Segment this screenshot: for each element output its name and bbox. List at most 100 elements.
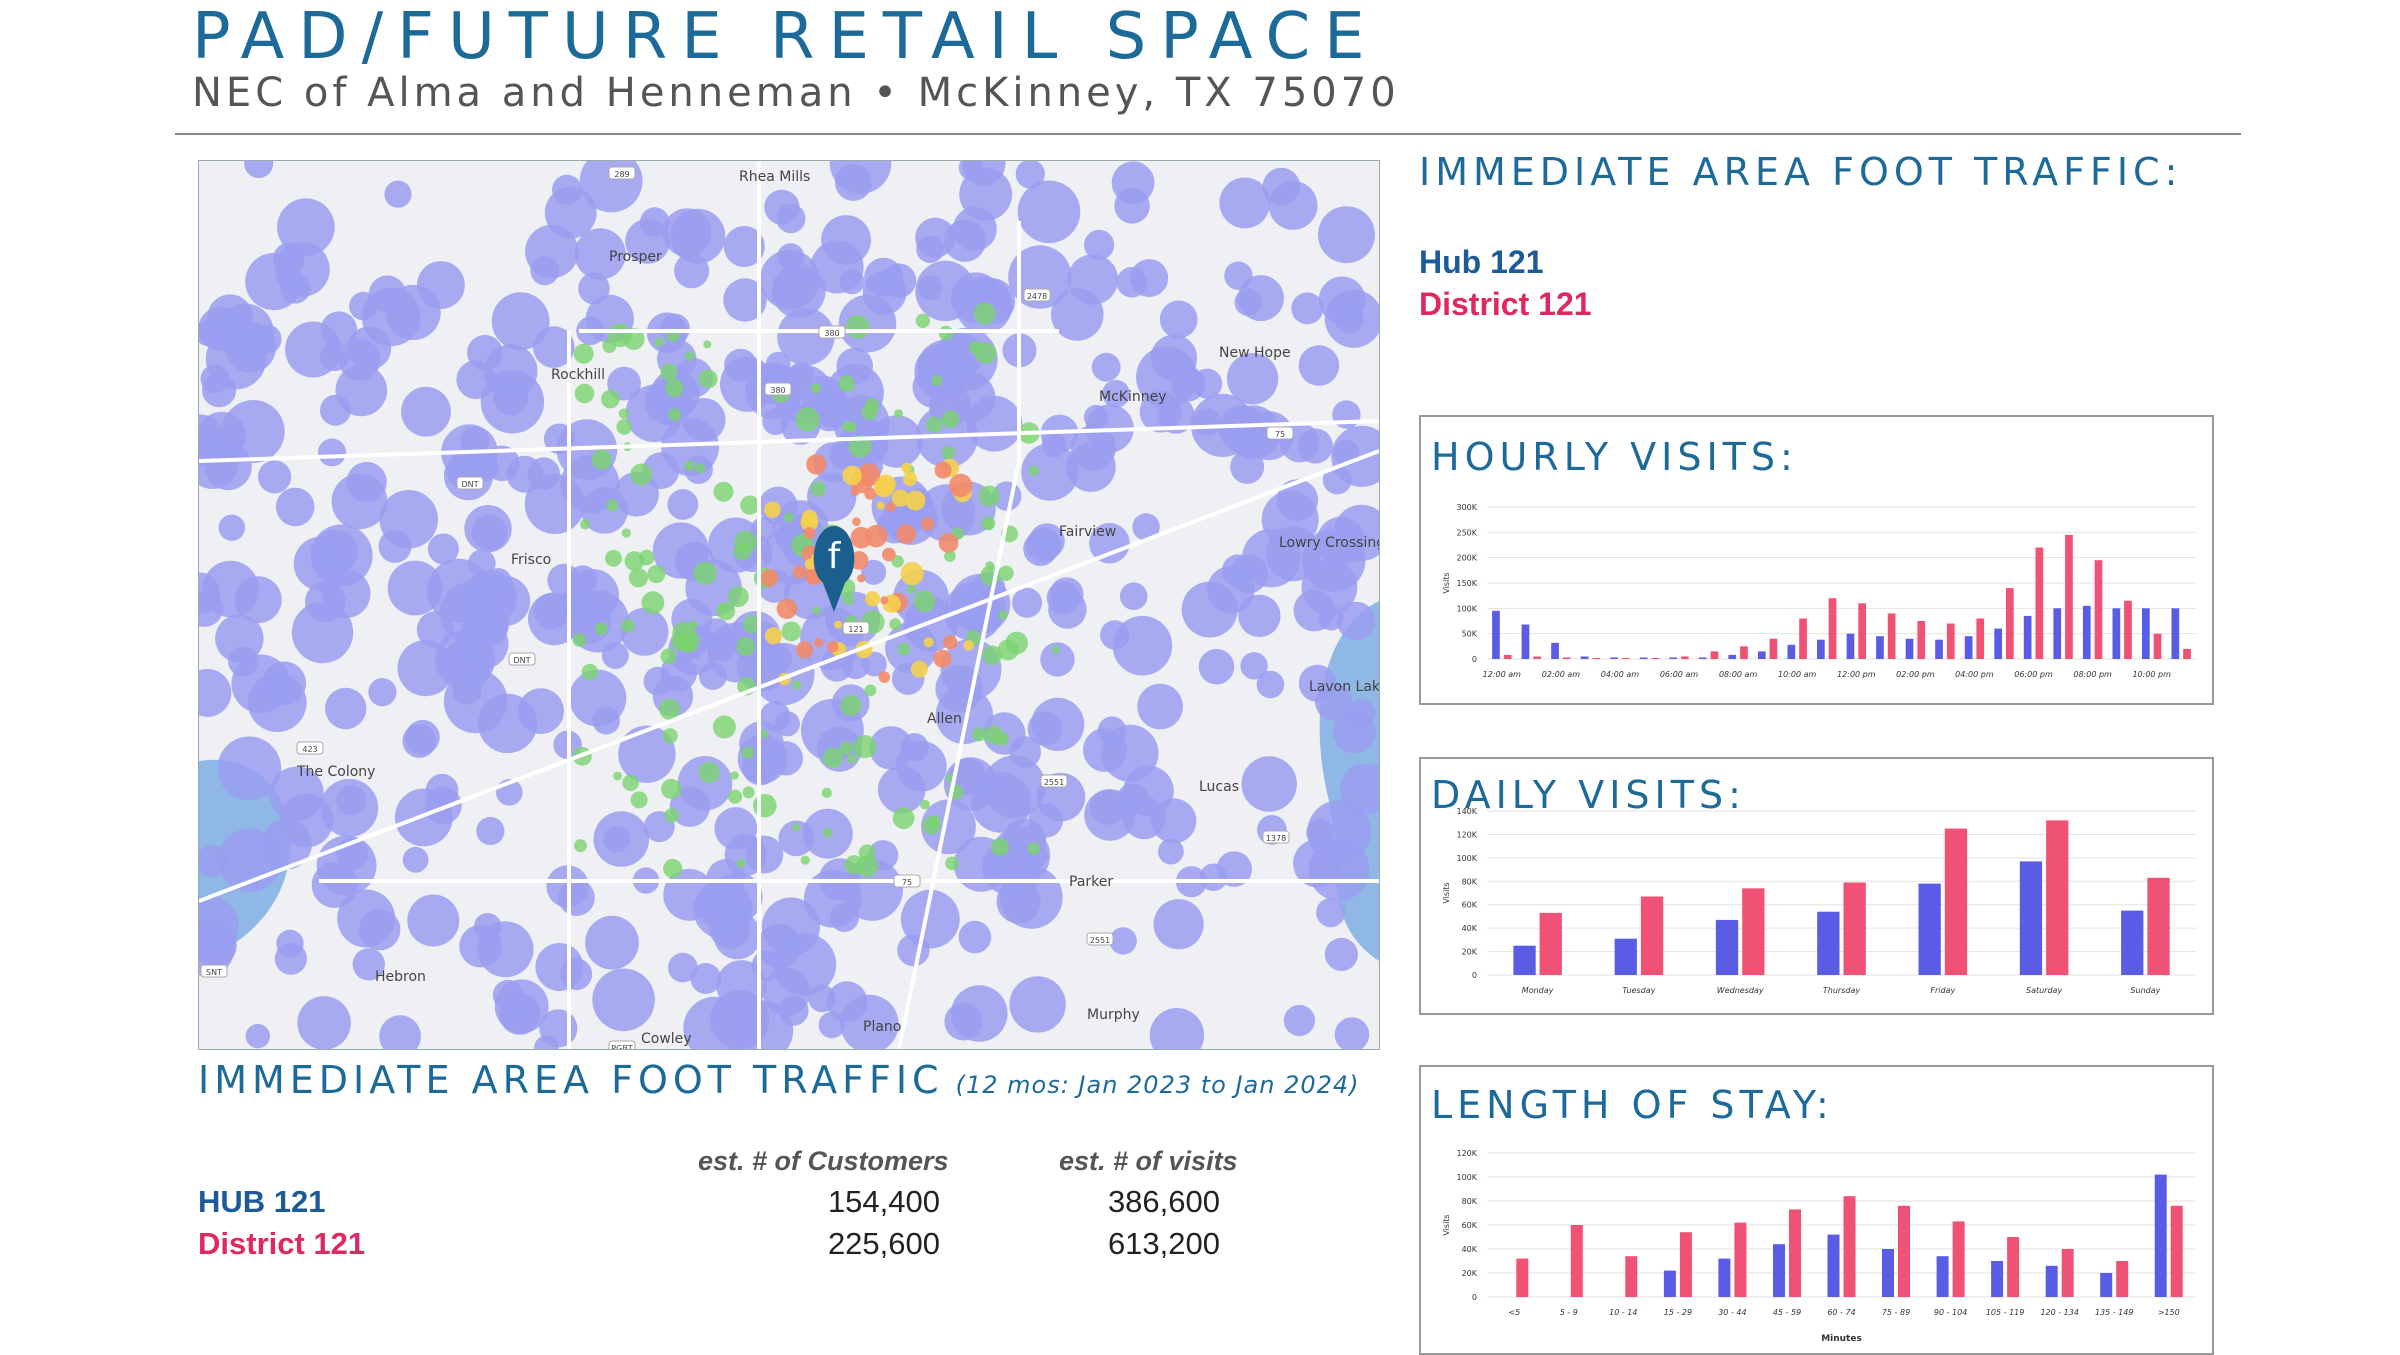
heat-spot-green xyxy=(684,460,696,472)
heat-spot-green xyxy=(605,549,622,567)
x-tick-label: 15 - 29 xyxy=(1664,1308,1692,1317)
heat-blob xyxy=(473,913,502,941)
length-of-stay-title: LENGTH OF STAY: xyxy=(1431,1083,1834,1127)
heat-spot-green xyxy=(982,645,1002,666)
x-tick-label: Tuesday xyxy=(1622,986,1655,995)
heat-blob xyxy=(1192,368,1223,399)
heat-blob xyxy=(896,741,947,792)
heat-spot-green xyxy=(1028,465,1039,476)
heat-spot-green xyxy=(740,495,760,515)
heat-spot-hot xyxy=(891,489,910,507)
heat-blob xyxy=(1336,601,1376,641)
y-tick-label: 250K xyxy=(1456,528,1477,537)
map-label-14: Plano xyxy=(863,1019,901,1035)
bar-hub xyxy=(1817,639,1825,659)
heat-blob xyxy=(318,438,346,467)
heat-blob xyxy=(574,228,626,280)
heat-blob xyxy=(476,816,505,846)
heat-blob xyxy=(652,522,709,579)
heat-blob xyxy=(640,207,670,237)
header-divider xyxy=(175,133,2241,135)
map-label-2: New Hope xyxy=(1219,345,1291,361)
heat-spot-hot xyxy=(882,547,896,562)
heat-spot-green xyxy=(665,378,684,398)
heat-spot-green xyxy=(984,725,1004,745)
heat-blob xyxy=(1015,161,1045,189)
x-tick-label: Wednesday xyxy=(1717,986,1764,995)
heat-spot-hot xyxy=(963,640,975,651)
y-tick-label: 150K xyxy=(1456,579,1477,588)
heat-blob xyxy=(917,275,943,301)
heat-blob xyxy=(1256,670,1285,699)
heat-spot-green xyxy=(1027,842,1040,855)
heat-spot-green xyxy=(812,606,821,615)
heat-blob xyxy=(1226,353,1279,405)
summary-heading: IMMEDIATE AREA FOOT TRAFFIC (12 mos: Jan … xyxy=(198,1058,1360,1102)
bar-district xyxy=(2035,547,2044,659)
heat-blob xyxy=(1132,513,1160,541)
heat-blob xyxy=(320,342,349,371)
bar-district xyxy=(1516,1258,1529,1297)
bar-hub xyxy=(2082,605,2091,659)
heat-blob xyxy=(1119,582,1148,610)
heat-map[interactable]: Rhea Mills Prosper New Hope McKinney Rockhil… xyxy=(198,160,1380,1050)
row-district-customers: 225,600 xyxy=(827,1226,940,1261)
heat-blob xyxy=(1109,927,1137,955)
heat-spot-hot xyxy=(842,465,862,486)
heat-blob xyxy=(1091,352,1121,382)
x-tick-label: 02:00 am xyxy=(1542,670,1581,679)
heat-blob xyxy=(723,226,765,267)
bar-district xyxy=(1843,1196,1856,1297)
heat-spot-green xyxy=(861,404,878,420)
bar-hub xyxy=(2023,615,2032,659)
road-shield-14 xyxy=(608,1040,636,1049)
y-tick-label: 50K xyxy=(1462,630,1478,639)
x-tick-label: 12:00 am xyxy=(1483,670,1522,679)
heat-blob xyxy=(379,1015,421,1049)
heat-spot-hot xyxy=(765,627,783,645)
heat-blob xyxy=(1089,522,1130,564)
map-label-16: Cowley xyxy=(641,1031,692,1047)
heat-blob xyxy=(777,308,835,366)
heat-blob xyxy=(275,487,315,527)
heat-spot-hot xyxy=(934,461,952,479)
x-tick-label: 135 - 149 xyxy=(2095,1308,2134,1317)
heat-spot-hot xyxy=(876,501,885,510)
heat-spot-green xyxy=(991,837,1010,857)
bar-district xyxy=(2183,648,2191,659)
bar-hub xyxy=(1935,639,1943,659)
heat-blob xyxy=(277,198,335,256)
heat-blob xyxy=(1238,594,1281,638)
heat-spot-green xyxy=(1051,645,1061,654)
heat-spot-hot xyxy=(933,649,952,668)
heat-blob xyxy=(569,669,627,727)
heat-blob xyxy=(1009,736,1041,768)
heat-blob xyxy=(836,347,873,385)
heat-spot-green xyxy=(985,561,995,570)
road-shield-label-8: 423 xyxy=(302,745,317,754)
heat-spot-green xyxy=(810,383,822,394)
heat-blob xyxy=(221,400,285,463)
heat-spot-green xyxy=(660,363,678,381)
heat-spot-green xyxy=(712,715,736,739)
heat-blob xyxy=(1097,716,1127,745)
x-tick-label: 45 - 59 xyxy=(1773,1308,1801,1317)
bar-district xyxy=(1710,651,1719,659)
x-tick-label: 06:00 am xyxy=(1660,670,1699,679)
y-tick-label: 20K xyxy=(1462,948,1478,957)
heat-blob xyxy=(258,460,292,494)
heat-blob xyxy=(951,985,1008,1042)
heat-blob xyxy=(426,558,491,623)
heat-spot-green xyxy=(613,771,622,781)
bar-hub xyxy=(1991,1261,2004,1297)
bar-district xyxy=(1625,1256,1638,1297)
x-tick-label: 105 - 119 xyxy=(1986,1308,2025,1317)
pin-tip xyxy=(818,570,850,612)
heat-blob xyxy=(771,264,826,318)
col-customers-header: est. # of Customers xyxy=(698,1146,949,1176)
x-tick-label: Sunday xyxy=(2130,986,2160,995)
map-label-3: McKinney xyxy=(1099,389,1167,405)
heat-blob xyxy=(401,386,451,437)
row-hub-customers: 154,400 xyxy=(827,1184,940,1219)
heat-spot-hot xyxy=(805,570,821,585)
